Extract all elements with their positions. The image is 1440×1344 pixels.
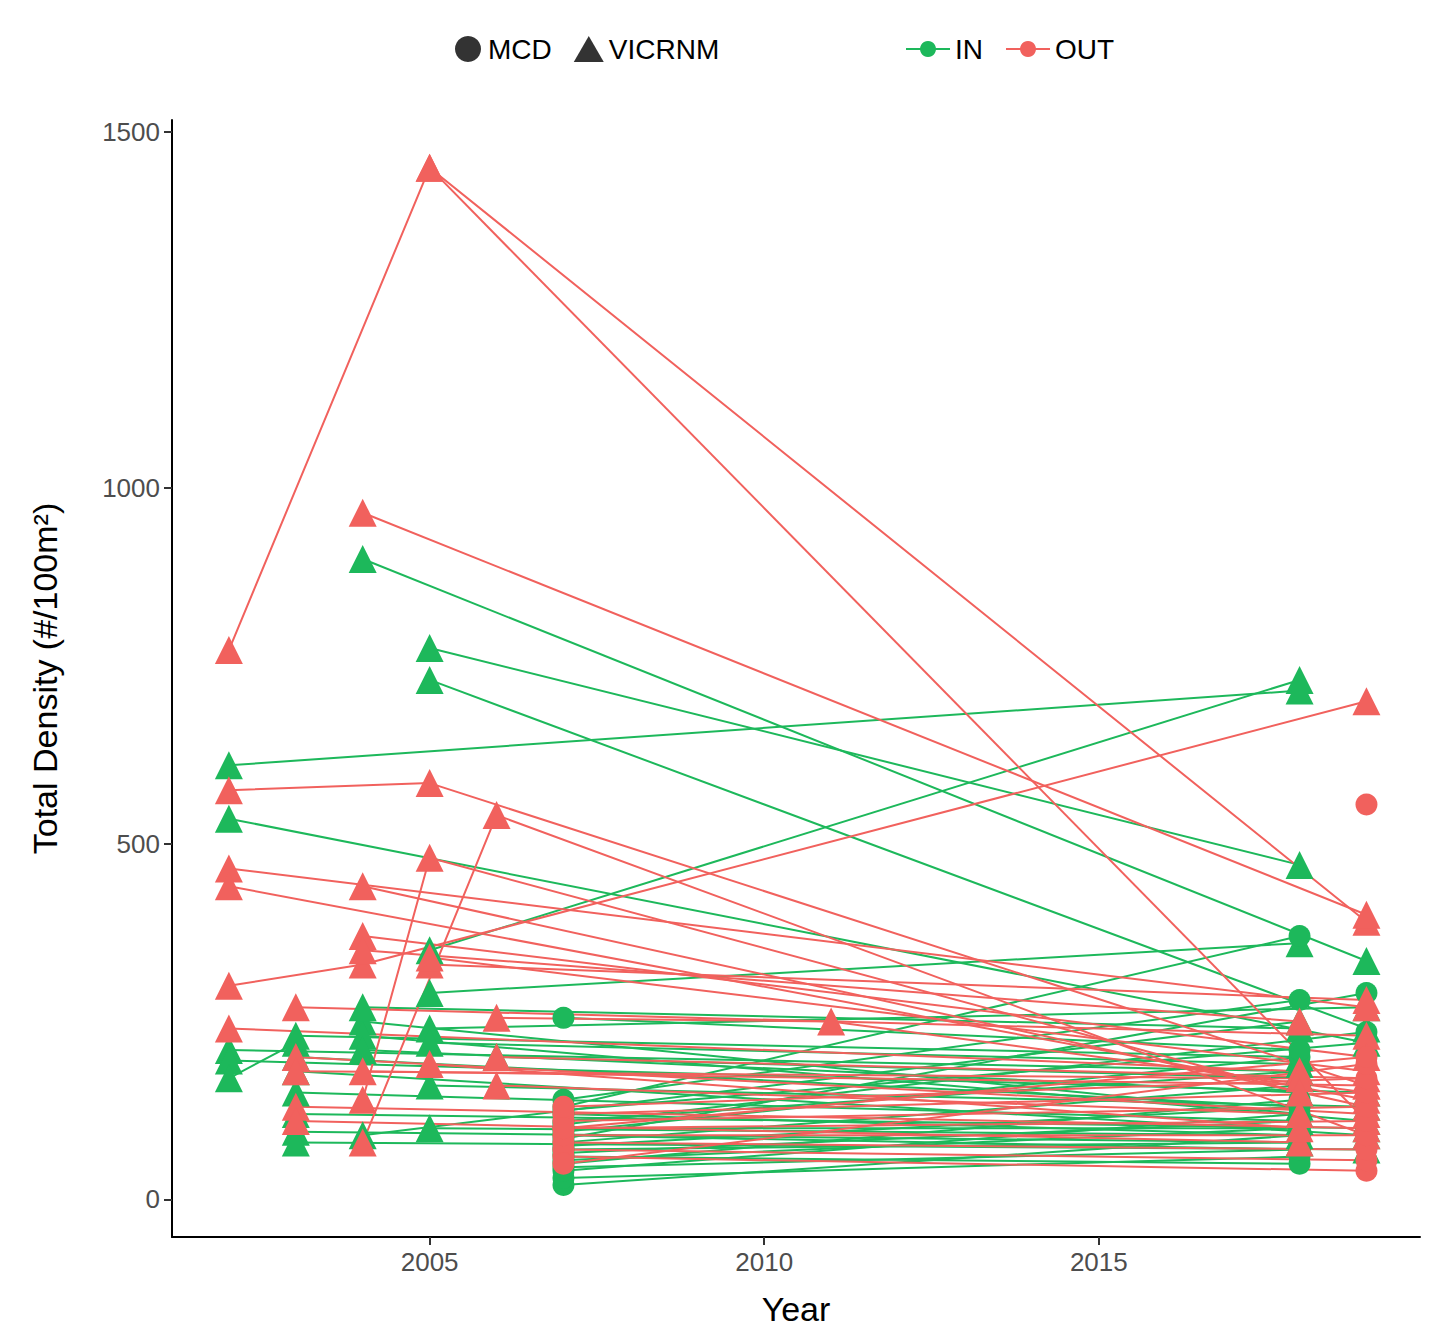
svg-text:2010: 2010 (735, 1247, 793, 1277)
svg-text:1500: 1500 (102, 117, 160, 147)
svg-text:VICRNM: VICRNM (609, 34, 719, 65)
svg-text:2015: 2015 (1070, 1247, 1128, 1277)
svg-text:OUT: OUT (1055, 34, 1114, 65)
svg-text:2005: 2005 (401, 1247, 459, 1277)
svg-text:1000: 1000 (102, 473, 160, 503)
svg-text:0: 0 (146, 1184, 160, 1214)
svg-text:Year: Year (762, 1290, 831, 1328)
svg-text:IN: IN (955, 34, 983, 65)
svg-text:MCD: MCD (488, 34, 552, 65)
svg-text:500: 500 (117, 829, 160, 859)
svg-text:Total Density (#/100m²): Total Density (#/100m²) (26, 503, 64, 854)
